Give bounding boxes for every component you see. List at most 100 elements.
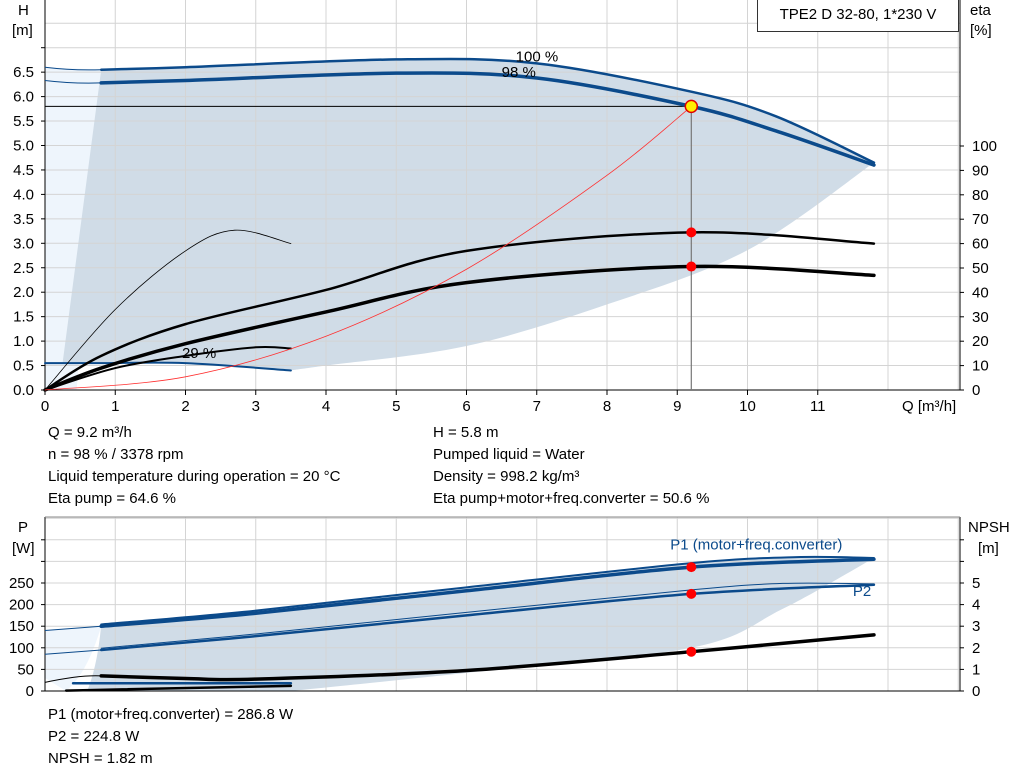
- curve-29-percent: [44, 361, 292, 372]
- x-tick-label: 6: [462, 398, 470, 415]
- npsh-axis-label: NPSH: [968, 519, 1010, 536]
- eta-tick-label: 70: [972, 211, 989, 228]
- eta-tick-label: 0: [972, 382, 980, 399]
- x-axis-label: Q [m³/h]: [902, 398, 956, 415]
- eta-tick-label: 40: [972, 284, 989, 301]
- p2-extension: [44, 649, 102, 655]
- p-axis-label: P: [18, 519, 28, 536]
- pump-title: TPE2 D 32-80, 1*230 V: [757, 0, 959, 32]
- y-tick-label: 6.0: [13, 89, 34, 106]
- eta-tick-label: 90: [972, 162, 989, 179]
- p-tick-label: 150: [9, 618, 34, 635]
- npsh-tick-label: 5: [972, 575, 980, 592]
- x-tick-label: 1: [111, 398, 119, 415]
- y-tick-label: 2.5: [13, 260, 34, 277]
- pale-region: [45, 67, 102, 390]
- info-npsh: NPSH = 1.82 m: [48, 750, 153, 767]
- x-tick-label: 8: [603, 398, 611, 415]
- eta-tick-label: 60: [972, 236, 989, 253]
- label-29-percent: 29 %: [182, 345, 216, 362]
- y-tick-label: 5.5: [13, 113, 34, 130]
- p-tick-label: 0: [26, 683, 34, 700]
- p1-point: [686, 562, 697, 573]
- p1-curve: [99, 557, 876, 628]
- p1-extension: [44, 625, 102, 632]
- eta-tick-label: 50: [972, 260, 989, 277]
- npsh-extension: [44, 675, 102, 683]
- info-speed: n = 98 % / 3378 rpm: [48, 446, 184, 463]
- p2-point: [686, 588, 697, 599]
- label-p2: P2: [853, 583, 871, 600]
- y-tick-label: 3.5: [13, 211, 34, 228]
- npsh-tick-label: 1: [972, 661, 980, 678]
- eta-tick-label: 30: [972, 309, 989, 326]
- y-tick-label: 0.5: [13, 358, 34, 375]
- info-q: Q = 9.2 m³/h: [48, 424, 132, 441]
- info-liquid: Pumped liquid = Water: [433, 446, 585, 463]
- y-tick-label: 0.0: [13, 382, 34, 399]
- p-tick-label: 200: [9, 597, 34, 614]
- info-h: H = 5.8 m: [433, 424, 499, 441]
- y-tick-label: 5.0: [13, 138, 34, 155]
- x-tick-label: 10: [739, 398, 756, 415]
- x-tick-label: 7: [533, 398, 541, 415]
- x-tick-label: 4: [322, 398, 330, 415]
- y-axis-unit: [m]: [12, 22, 33, 39]
- eta-tick-label: 80: [972, 187, 989, 204]
- eta-total-point: [686, 261, 697, 272]
- y-tick-label: 4.0: [13, 186, 34, 203]
- npsh-tick-label: 4: [972, 597, 980, 614]
- npsh-tick-label: 0: [972, 683, 980, 700]
- x-tick-label: 9: [673, 398, 681, 415]
- label-100-percent: 100 %: [516, 48, 559, 65]
- curve-98-extension: [44, 79, 102, 84]
- curve-100-extension: [44, 66, 102, 71]
- info-eta-total: Eta pump+motor+freq.converter = 50.6 %: [433, 490, 710, 507]
- system-curve: [44, 105, 692, 391]
- info-p2: P2 = 224.8 W: [48, 728, 140, 745]
- npsh-tick-label: 3: [972, 618, 980, 635]
- y-tick-label: 3.0: [13, 235, 34, 252]
- y-tick-label: 1.0: [13, 333, 34, 350]
- eta-total-29-curve: [44, 345, 292, 391]
- p2-100-curve: [100, 582, 875, 649]
- eta-total-curve: [43, 264, 876, 392]
- y-tick-label: 1.5: [13, 309, 34, 326]
- y-axis-label: H: [18, 2, 29, 19]
- x-tick-label: 0: [41, 398, 49, 415]
- npsh-curve: [99, 633, 876, 682]
- x-tick-label: 11: [810, 398, 826, 415]
- y-tick-label: 2.0: [13, 284, 34, 301]
- p2-curve: [99, 583, 876, 652]
- info-density: Density = 998.2 kg/m³: [433, 468, 580, 485]
- eta-tick-label: 20: [972, 333, 989, 350]
- x-tick-label: 5: [392, 398, 400, 415]
- x-tick-label: 2: [181, 398, 189, 415]
- y-tick-label: 4.5: [13, 162, 34, 179]
- npsh-point: [686, 646, 697, 657]
- p-axis-unit: [W]: [12, 540, 35, 557]
- x-tick-label: 3: [252, 398, 260, 415]
- eta-pump-point: [686, 227, 697, 238]
- npsh-tick-label: 2: [972, 640, 980, 657]
- eta-pump-29-curve: [44, 229, 292, 391]
- p-tick-label: 50: [17, 661, 34, 678]
- eta-pump-curve: [43, 231, 876, 392]
- info-eta-pump: Eta pump = 64.6 %: [48, 490, 176, 507]
- label-98-percent: 98 %: [502, 64, 536, 81]
- p-tick-label: 250: [9, 575, 34, 592]
- y-tick-label: 6.5: [13, 64, 34, 81]
- eta-axis-unit: [%]: [970, 22, 992, 39]
- p-tick-label: 100: [9, 640, 34, 657]
- info-temperature: Liquid temperature during operation = 20…: [48, 468, 341, 485]
- pale-region-power: [45, 626, 102, 691]
- eta-tick-label: 10: [972, 358, 989, 375]
- curve-100-percent: [99, 57, 876, 164]
- p1-100-curve: [100, 555, 875, 626]
- label-p1: P1 (motor+freq.converter): [670, 537, 842, 554]
- duty-point: [684, 99, 699, 114]
- eta-axis-label: eta: [970, 2, 992, 19]
- p2-29-curve: [64, 684, 293, 692]
- eta-tick-label: 100: [972, 138, 997, 155]
